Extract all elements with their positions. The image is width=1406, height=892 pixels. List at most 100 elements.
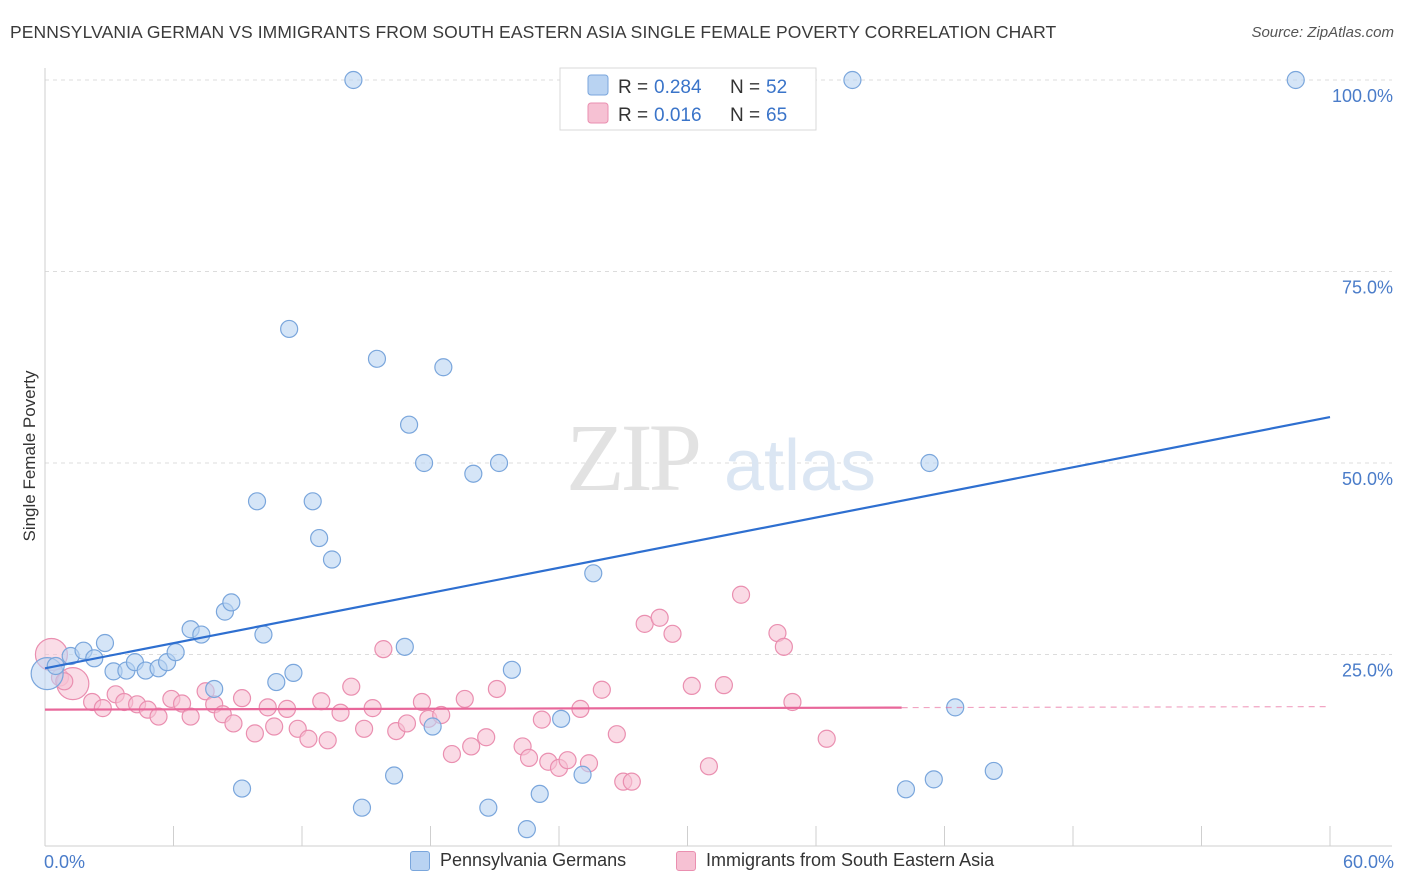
pink-series-points <box>34 585 836 791</box>
legend-r-value-1: 0.016 <box>654 105 702 126</box>
pink-point-19 <box>258 698 277 717</box>
pink-point-17 <box>232 689 252 708</box>
pink-point-4 <box>93 699 112 718</box>
grid-lines <box>45 79 1392 655</box>
blue-point-28 <box>352 798 372 817</box>
blue-point-41 <box>530 784 549 804</box>
legend-n-value-1: 65 <box>766 105 787 126</box>
pink-point-39 <box>477 728 496 747</box>
pink-point-63 <box>817 729 836 748</box>
blue-point-24 <box>303 492 322 511</box>
pink-point-30 <box>374 640 393 659</box>
pink-point-12 <box>181 707 200 726</box>
pink-trend-line-extension <box>901 705 1331 709</box>
pink-point-46 <box>558 751 577 770</box>
blue-point-43 <box>573 765 592 784</box>
pink-point-33 <box>412 692 432 712</box>
blue-point-51 <box>1286 70 1305 90</box>
blue-point-20 <box>254 625 273 644</box>
pink-point-62 <box>783 692 802 712</box>
bottom-legend-swatch-blue <box>410 850 430 871</box>
pink-point-54 <box>650 608 669 627</box>
pink-point-9 <box>149 707 168 726</box>
axes <box>44 68 1392 847</box>
watermark: ZIP atlas <box>566 404 876 511</box>
blue-point-15 <box>205 679 224 699</box>
blue-point-38 <box>489 453 509 473</box>
blue-series-points <box>30 70 1305 839</box>
pink-point-16 <box>224 714 243 733</box>
blue-point-46 <box>896 780 916 799</box>
watermark-atlas: atlas <box>724 426 876 506</box>
blue-point-45 <box>843 70 862 90</box>
pink-point-49 <box>592 680 611 699</box>
legend-swatch-pink <box>587 102 609 124</box>
pink-point-57 <box>699 757 719 776</box>
pink-point-38 <box>462 737 481 756</box>
pink-point-28 <box>355 719 374 738</box>
legend-swatch-blue <box>587 74 609 96</box>
blue-point-14 <box>192 625 211 644</box>
pink-point-61 <box>774 637 793 656</box>
blue-point-27 <box>344 70 363 90</box>
blue-point-35 <box>434 358 453 377</box>
y-tick-label-3: 100.0% <box>1332 86 1393 106</box>
blue-point-26 <box>322 550 342 569</box>
pink-point-23 <box>299 729 318 748</box>
y-tick-label-0: 25.0% <box>1342 661 1393 681</box>
y-tick-labels: 25.0% 50.0% 75.0% 100.0% <box>1332 86 1393 681</box>
blue-point-44 <box>584 564 603 583</box>
blue-point-12 <box>166 643 185 662</box>
legend-n-value-0: 52 <box>766 77 787 98</box>
legend-n-label-0: N = <box>730 77 760 98</box>
legend-r-value-0: 0.284 <box>654 77 702 98</box>
pink-point-40 <box>487 679 506 699</box>
pink-point-36 <box>442 744 462 764</box>
blue-point-50 <box>920 453 939 473</box>
bottom-legend-item-blue: Pennsylvania Germans <box>410 850 626 871</box>
pink-point-24 <box>312 692 331 711</box>
bottom-legend-label-pink: Immigrants from South Eastern Asia <box>706 850 995 870</box>
pink-point-27 <box>342 677 361 696</box>
chart-source: Source: ZipAtlas.com <box>1251 24 1394 41</box>
blue-point-23 <box>284 663 303 682</box>
blue-point-49 <box>984 761 1003 781</box>
blue-point-42 <box>552 709 571 728</box>
legend-n-label-1: N = <box>730 105 760 126</box>
blue-point-47 <box>924 770 943 789</box>
blue-point-22 <box>280 319 299 339</box>
blue-point-30 <box>384 766 404 785</box>
pink-point-50 <box>607 725 626 744</box>
blue-point-5 <box>95 633 115 653</box>
pink-trend-line <box>44 706 902 711</box>
pink-point-20 <box>265 717 284 736</box>
pink-point-43 <box>532 710 551 729</box>
y-tick-label-1: 50.0% <box>1342 469 1393 489</box>
blue-point-32 <box>399 415 419 434</box>
blue-point-25 <box>310 528 329 548</box>
x-tick-max: 60.0% <box>1342 852 1394 872</box>
bottom-legend-swatch-pink <box>676 850 696 871</box>
watermark-zip: ZIP <box>566 404 699 511</box>
pink-point-25 <box>318 731 337 750</box>
bottom-legend-item-pink: Immigrants from South Eastern Asia <box>676 850 994 871</box>
bottom-legend-label-blue: Pennsylvania Germans <box>440 850 627 870</box>
pink-point-26 <box>331 703 350 722</box>
blue-point-31 <box>395 637 414 656</box>
chart-title: PENNSYLVANIA GERMAN VS IMMIGRANTS FROM S… <box>10 22 1057 42</box>
pink-point-18 <box>245 724 264 743</box>
blue-point-36 <box>464 464 483 483</box>
pink-point-55 <box>663 624 682 643</box>
blue-trend-line <box>44 415 1331 670</box>
bottom-legend: Pennsylvania Germans Immigrants from Sou… <box>0 850 1406 880</box>
blue-point-37 <box>479 798 498 817</box>
pink-point-52 <box>622 772 641 791</box>
pink-point-11 <box>172 694 192 713</box>
trend-lines <box>44 415 1331 711</box>
blue-point-29 <box>367 349 387 368</box>
blue-point-21 <box>267 672 286 692</box>
pink-point-42 <box>519 748 539 768</box>
legend-box: R = 0.284 N = 52 R = 0.016 N = 65 <box>559 67 817 131</box>
pink-point-58 <box>714 676 734 695</box>
